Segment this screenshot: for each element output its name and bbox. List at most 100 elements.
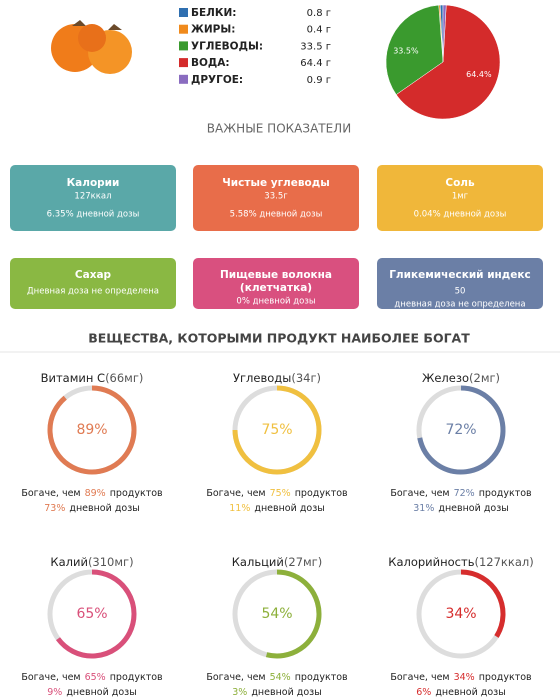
- richer-text: Богаче, чем 65% продуктов: [21, 672, 163, 683]
- richer-value: 89%: [85, 488, 106, 499]
- richer-text: Богаче, чем 54% продуктов: [206, 672, 348, 683]
- daily-text: 6% дневной дозы: [416, 687, 505, 698]
- richer-suffix: продуктов: [479, 672, 532, 683]
- daily-text: 11% дневной дозы: [229, 503, 325, 514]
- card-title: Сахар: [75, 269, 112, 281]
- ring-arc: [232, 385, 322, 475]
- legend-value: 0.8 г: [307, 8, 331, 19]
- fruit: [78, 24, 106, 52]
- indicator-card: [193, 165, 359, 231]
- card-title: Соль: [445, 177, 475, 189]
- card-text: 127ккал: [74, 192, 111, 202]
- ring-arc: [265, 569, 322, 659]
- daily-suffix: дневной дозы: [438, 503, 508, 514]
- daily-suffix: дневной дозы: [66, 687, 136, 698]
- ring-arc: [56, 569, 137, 659]
- product-image: [51, 20, 132, 74]
- daily-value: 6%: [416, 687, 431, 698]
- legend-name: ЖИРЫ:: [191, 24, 235, 36]
- pie-slice: [442, 4, 447, 63]
- ring-label: 72%: [445, 422, 476, 438]
- richer-prefix: Богаче, чем: [21, 488, 80, 499]
- legend-value: 64.4 г: [300, 58, 331, 69]
- richer-suffix: продуктов: [295, 672, 348, 683]
- card-text: 50: [455, 287, 466, 297]
- nutrient-amount: (27мг): [284, 555, 322, 569]
- ring-label: 54%: [261, 606, 292, 622]
- richer-suffix: продуктов: [110, 488, 163, 499]
- card-text: 0.04% дневной дозы: [414, 210, 507, 220]
- indicator-card: [10, 165, 176, 231]
- daily-suffix: дневной дозы: [254, 503, 324, 514]
- nutrient-name-text: Углеводы: [233, 371, 291, 385]
- nutrient-amount: (310мг): [88, 555, 134, 569]
- card-text: 0% дневной дозы: [236, 297, 315, 307]
- daily-suffix: дневной дозы: [435, 687, 505, 698]
- card-title: Калории: [67, 177, 120, 189]
- richer-text: Богаче, чем 72% продуктов: [390, 488, 532, 499]
- stem: [72, 20, 122, 30]
- nutrient-name: Углеводы(34г): [233, 371, 321, 385]
- legend-swatch: [179, 58, 188, 68]
- pie-slice: [385, 4, 444, 95]
- richer-prefix: Богаче, чем: [206, 488, 265, 499]
- daily-text: 3% дневной дозы: [232, 687, 321, 698]
- indicator-card: [193, 258, 359, 309]
- indicator-card: [377, 165, 543, 231]
- card-text: 33.5г: [264, 192, 288, 202]
- richer-prefix: Богаче, чем: [206, 672, 265, 683]
- legend-swatch: [179, 8, 188, 17]
- ring-label: 34%: [445, 606, 476, 622]
- legend-value: 0.9 г: [307, 75, 331, 86]
- section-title: ВЕЩЕСТВА, КОТОРЫМИ ПРОДУКТ НАИБОЛЕЕ БОГА…: [88, 331, 470, 346]
- richer-value: 65%: [85, 672, 106, 683]
- nutrient-name-text: Калорийность: [388, 555, 474, 569]
- daily-value: 11%: [229, 503, 250, 514]
- card-title: Чистые углеводы: [222, 177, 329, 189]
- daily-value: 3%: [232, 687, 247, 698]
- nutrient-name: Калий(310мг): [50, 555, 133, 569]
- card-text: 5.58% дневной дозы: [230, 210, 323, 220]
- legend-value: 0.4 г: [307, 25, 331, 36]
- pie-label: 33.5%: [393, 47, 419, 56]
- richer-value: 34%: [454, 672, 475, 683]
- card-title: Гликемический индекс: [389, 269, 531, 281]
- legend-name: БЕЛКИ:: [191, 7, 236, 19]
- richer-value: 75%: [270, 488, 291, 499]
- richer-suffix: продуктов: [479, 488, 532, 499]
- section-title: ВАЖНЫЕ ПОКАЗАТЕЛИ: [207, 122, 351, 136]
- nutrient-name-text: Кальций: [232, 555, 284, 569]
- daily-text: 73% дневной дозы: [44, 503, 140, 514]
- richer-prefix: Богаче, чем: [21, 672, 80, 683]
- indicator-card: [377, 258, 543, 309]
- richer-text: Богаче, чем 75% продуктов: [206, 488, 348, 499]
- legend-name: ВОДА:: [191, 57, 230, 69]
- ring-arc: [417, 385, 506, 475]
- legend-name: ДРУГОЕ:: [191, 74, 243, 86]
- daily-text: 9% дневной дозы: [47, 687, 136, 698]
- pie-label: 64.4%: [466, 70, 492, 79]
- ring-label: 75%: [261, 422, 292, 438]
- ring-arc: [460, 569, 506, 638]
- nutrient-amount: (66мг): [105, 371, 143, 385]
- nutrient-name: Железо(2мг): [422, 371, 500, 385]
- nutrient-name-text: Калий: [50, 555, 88, 569]
- card-title: Пищевые волокна: [220, 269, 332, 281]
- nutrient-amount: (34г): [291, 371, 321, 385]
- card-title: (клетчатка): [240, 282, 312, 294]
- richer-suffix: продуктов: [110, 672, 163, 683]
- richer-text: Богаче, чем 89% продуктов: [21, 488, 163, 499]
- daily-value: 73%: [44, 503, 65, 514]
- legend-name: УГЛЕВОДЫ:: [191, 40, 263, 52]
- richer-text: Богаче, чем 34% продуктов: [390, 672, 532, 683]
- ring-label: 89%: [76, 422, 107, 438]
- card-text: дневная доза не определена: [394, 300, 525, 310]
- richer-value: 54%: [270, 672, 291, 683]
- pie-slice: [395, 4, 501, 120]
- daily-suffix: дневной дозы: [69, 503, 139, 514]
- nutrient-name-text: Витамин С: [41, 371, 105, 385]
- card-text: 6.35% дневной дозы: [47, 210, 140, 220]
- richer-prefix: Богаче, чем: [390, 488, 449, 499]
- nutrient-name: Калорийность(127ккал): [388, 555, 533, 569]
